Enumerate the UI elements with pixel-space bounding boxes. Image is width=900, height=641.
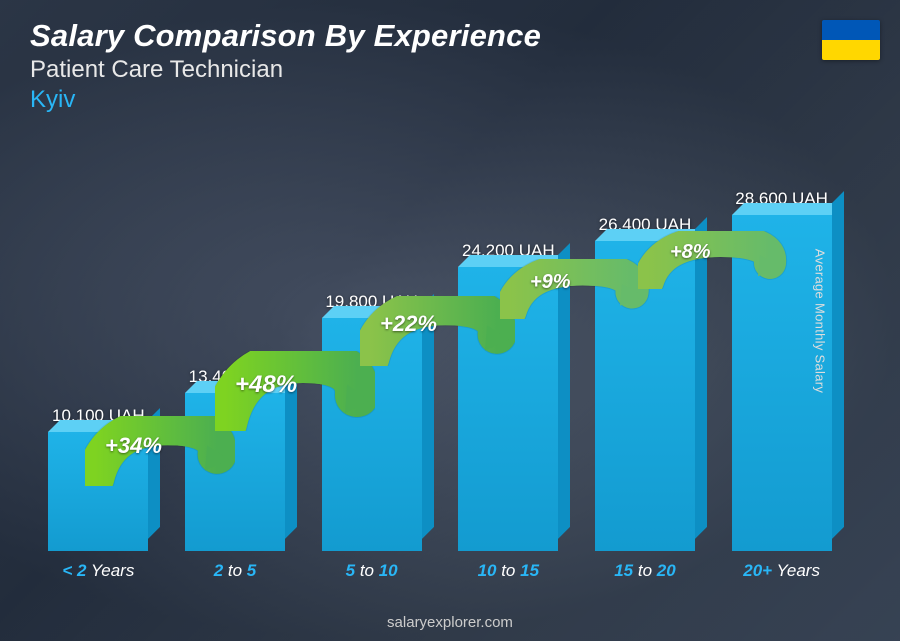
bar <box>458 267 558 551</box>
pct-change-badge: +22% <box>380 311 437 337</box>
x-axis-label: 10 to 15 <box>453 561 563 581</box>
bar-side-face <box>832 191 844 539</box>
page-title: Salary Comparison By Experience <box>30 18 541 54</box>
x-axis-label: < 2 Years <box>43 561 153 581</box>
bar <box>595 241 695 551</box>
bar-front-face <box>322 318 422 551</box>
ukraine-flag-icon <box>822 20 880 60</box>
bar-side-face <box>148 408 160 539</box>
x-axis-label: 2 to 5 <box>180 561 290 581</box>
bar-top-face <box>732 203 844 215</box>
bar <box>322 318 422 551</box>
page-subtitle: Patient Care Technician <box>30 56 541 84</box>
x-axis-labels: < 2 Years 2 to 5 5 to 10 10 to 15 15 to 20 20… <box>30 561 850 581</box>
footer-source: salaryexplorer.com <box>0 614 900 631</box>
bar-front-face <box>185 393 285 551</box>
x-axis-label: 5 to 10 <box>317 561 427 581</box>
bars-container: 10,100 UAH 13,400 UAH 19,800 UAH 24,200 … <box>30 141 850 551</box>
x-axis-label: 15 to 20 <box>590 561 700 581</box>
bar-front-face <box>458 267 558 551</box>
flag-stripe-bottom <box>822 40 880 60</box>
page-location: Kyiv <box>30 86 541 114</box>
x-axis-label: 20+ Years <box>727 561 837 581</box>
flag-stripe-top <box>822 20 880 40</box>
bar <box>185 393 285 551</box>
pct-change-badge: +9% <box>530 271 571 294</box>
header: Salary Comparison By Experience Patient … <box>30 18 541 114</box>
bar-top-face <box>458 255 570 267</box>
y-axis-label: Average Monthly Salary <box>812 248 827 392</box>
bar-front-face <box>595 241 695 551</box>
salary-bar-chart: 10,100 UAH 13,400 UAH 19,800 UAH 24,200 … <box>30 141 850 581</box>
pct-change-badge: +8% <box>670 241 711 264</box>
bar-group: 10,100 UAH <box>43 406 153 551</box>
bar-top-face <box>48 420 160 432</box>
bar-group: 26,400 UAH <box>590 215 700 551</box>
bar-side-face <box>695 217 707 539</box>
pct-change-badge: +34% <box>105 433 162 459</box>
pct-change-badge: +48% <box>235 371 297 399</box>
bar-top-face <box>595 229 707 241</box>
